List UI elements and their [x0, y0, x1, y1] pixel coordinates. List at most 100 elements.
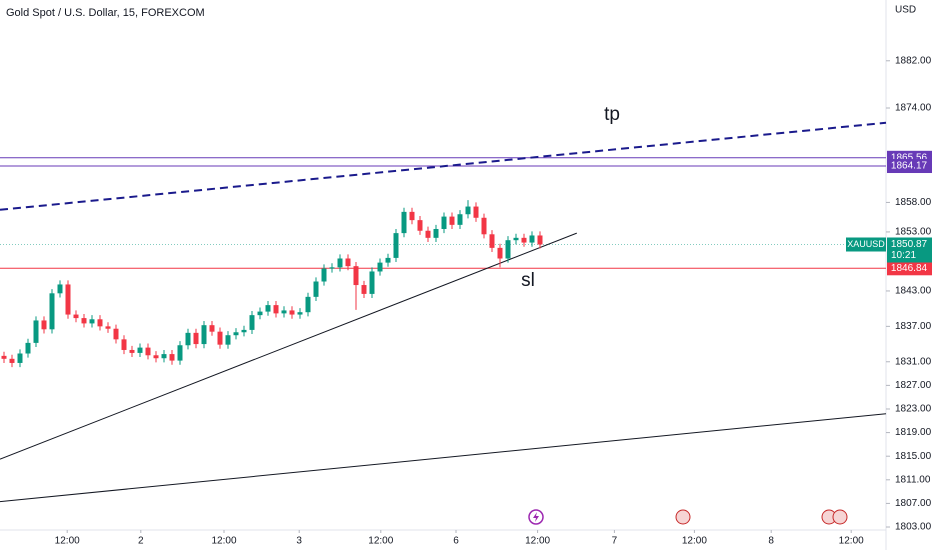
- candle-body: [145, 347, 151, 356]
- x-tick-label: 12:00: [682, 536, 707, 547]
- y-tick-label: 1819.00: [895, 427, 932, 438]
- symbol-label-bg: [846, 237, 886, 252]
- candle-body: [265, 305, 271, 312]
- y-tick-label: 1874.00: [895, 103, 932, 114]
- event-icon[interactable]: [528, 509, 544, 525]
- candle-body: [129, 349, 135, 353]
- candle-body: [177, 345, 183, 361]
- candle-body: [473, 206, 479, 218]
- candle-body: [113, 328, 119, 340]
- annotation: tp: [604, 104, 620, 125]
- y-tick-label: 1803.00: [895, 522, 932, 533]
- countdown-label: 10:21: [891, 250, 916, 261]
- candle-body: [233, 332, 239, 336]
- candle-body: [81, 318, 87, 324]
- symbol-label: XAUUSD: [847, 239, 885, 249]
- candle-body: [17, 353, 23, 363]
- candle-body: [57, 284, 63, 294]
- y-tick-label: 1882.00: [895, 55, 932, 66]
- price-label: 1850.87: [891, 239, 928, 250]
- candle-body: [217, 331, 223, 345]
- candle-body: [417, 220, 423, 231]
- candle-body: [425, 230, 431, 238]
- candle-body: [465, 206, 471, 215]
- event-icon[interactable]: [675, 509, 691, 525]
- chart-title: Gold Spot / U.S. Dollar, 15, FOREXCOM: [6, 7, 205, 19]
- candle-body: [161, 354, 167, 359]
- trend-line: [0, 232, 577, 460]
- candle-body: [25, 342, 31, 354]
- candle-body: [441, 216, 447, 229]
- candle-body: [329, 267, 335, 269]
- candle-body: [1, 355, 7, 359]
- candle-body: [121, 339, 127, 350]
- candle-body: [409, 211, 415, 221]
- candle-body: [209, 325, 215, 332]
- y-tick-label: 1831.00: [895, 356, 932, 367]
- candle-body: [281, 310, 287, 314]
- candle-body: [193, 332, 199, 345]
- candle-body: [97, 319, 103, 327]
- candle-body: [521, 237, 527, 243]
- candle-body: [537, 235, 543, 245]
- candle-body: [289, 310, 295, 315]
- candle-body: [353, 266, 359, 286]
- x-tick-label: 12:00: [55, 536, 80, 547]
- trend-line: [0, 121, 887, 211]
- candle-body: [369, 271, 375, 294]
- candle-body: [249, 315, 255, 330]
- level-label: 1865.56: [891, 152, 928, 163]
- candle-body: [33, 320, 39, 343]
- event-icon[interactable]: [832, 509, 848, 525]
- candle-body: [201, 325, 207, 345]
- y-tick-label: 1823.00: [895, 404, 932, 415]
- candle-body: [321, 268, 327, 282]
- candle-body: [137, 347, 143, 353]
- x-tick-label: 8: [768, 536, 774, 547]
- y-tick-label: 1843.00: [895, 286, 932, 297]
- candle-body: [433, 228, 439, 238]
- candle-body: [305, 296, 311, 313]
- candle-body: [49, 293, 55, 330]
- candle-body: [529, 235, 535, 243]
- event-icon-glyph: [533, 512, 539, 522]
- level-label-bg: [887, 159, 932, 174]
- candle-body: [65, 284, 71, 315]
- x-tick-label: 6: [453, 536, 459, 547]
- candle-body: [345, 258, 351, 267]
- candle-body: [225, 335, 231, 345]
- candle-body: [153, 355, 159, 359]
- level-label-bg: [887, 261, 932, 276]
- candle-body: [9, 358, 15, 363]
- level-label: 1846.84: [891, 263, 928, 274]
- candle-body: [89, 319, 95, 324]
- level-label: 1864.17: [891, 161, 928, 172]
- candle-body: [273, 305, 279, 314]
- y-tick-label: 1837.00: [895, 321, 932, 332]
- trend-line: [0, 413, 887, 503]
- y-tick-label: 1807.00: [895, 498, 932, 509]
- candle-body: [497, 247, 503, 259]
- candle-body: [513, 237, 519, 241]
- y-tick-label: 1853.00: [895, 227, 932, 238]
- candle-body: [449, 216, 455, 225]
- y-axis-label: USD: [895, 5, 916, 16]
- candle-body: [393, 233, 399, 258]
- x-tick-label: 12:00: [211, 536, 236, 547]
- candle-body: [41, 320, 47, 330]
- candle-body: [169, 354, 175, 361]
- y-tick-label: 1811.00: [895, 474, 931, 485]
- candle-body: [385, 257, 391, 263]
- candle-body: [297, 312, 303, 315]
- candle-body: [185, 332, 191, 346]
- x-tick-label: 7: [612, 536, 618, 547]
- candle-body: [505, 240, 511, 259]
- candle-body: [337, 258, 343, 268]
- candle-body: [377, 262, 383, 272]
- candle-body: [257, 311, 263, 316]
- candle-body: [361, 285, 367, 294]
- x-tick-label: 2: [138, 536, 144, 547]
- candle-body: [105, 326, 111, 329]
- event-icons: [528, 509, 848, 525]
